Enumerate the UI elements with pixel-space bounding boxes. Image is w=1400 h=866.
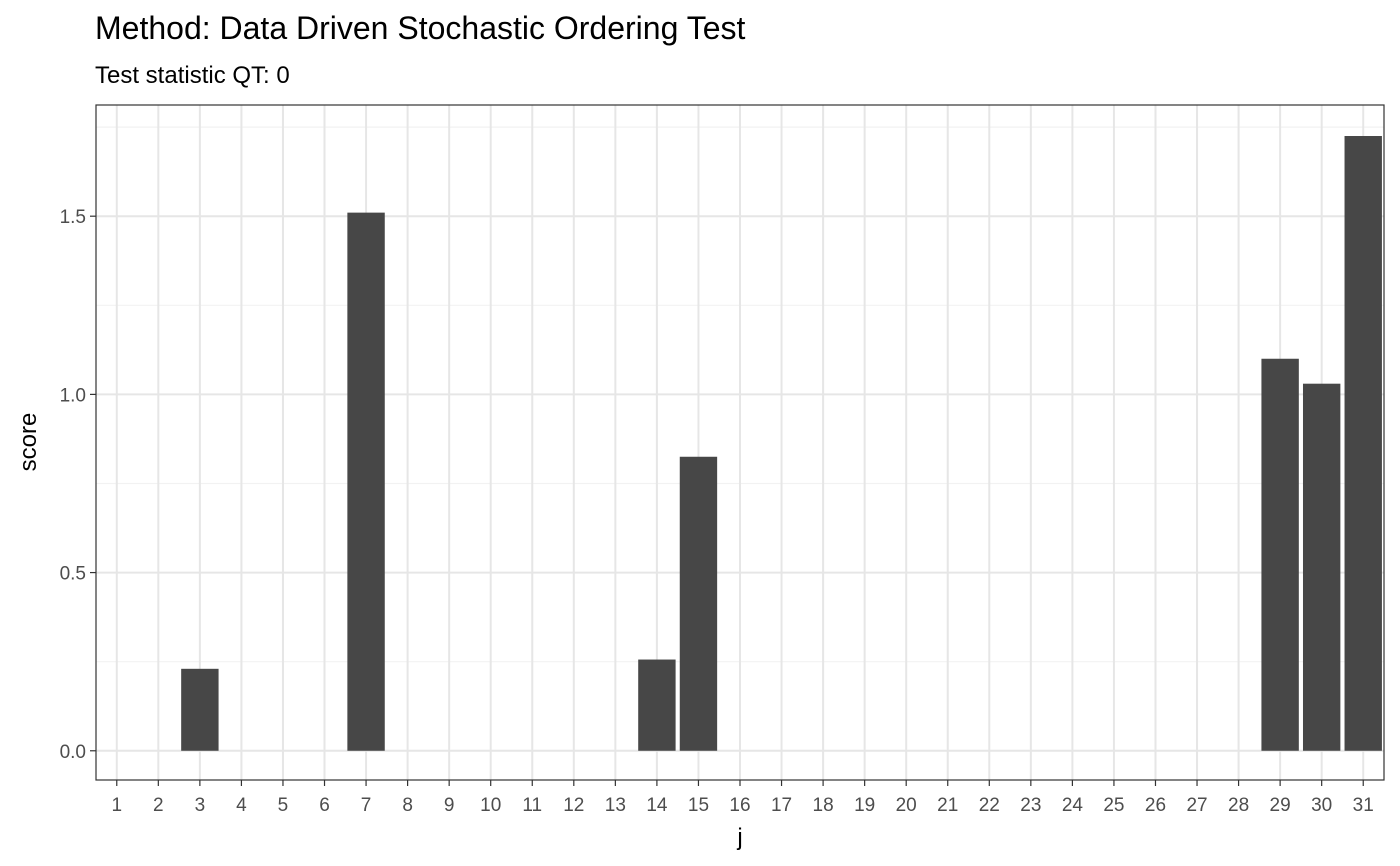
x-tick-label: 12: [563, 795, 584, 816]
x-tick-label: 2: [153, 795, 164, 816]
x-tick-label: 31: [1353, 795, 1374, 816]
x-tick-label: 10: [480, 795, 501, 816]
bar-15: [679, 456, 718, 751]
x-tick-label: 11: [522, 795, 542, 816]
x-tick-label: 14: [646, 795, 668, 816]
x-tick-label: 18: [813, 795, 834, 816]
x-tick-label: 27: [1186, 795, 1207, 816]
chart-title: Method: Data Driven Stochastic Ordering …: [95, 10, 745, 46]
x-tick-label: 30: [1311, 795, 1332, 816]
x-tick-label: 13: [605, 795, 626, 816]
x-tick-label: 15: [688, 795, 709, 816]
bar-14: [638, 659, 676, 751]
y-tick-label: 1.0: [60, 385, 86, 406]
x-tick-label: 19: [854, 795, 875, 816]
x-tick-label: 16: [729, 795, 750, 816]
bar-30: [1302, 383, 1341, 751]
y-tick-label: 0.5: [60, 564, 86, 585]
bars: [181, 136, 1382, 751]
x-tick-label: 5: [278, 795, 289, 816]
x-tick-label: 24: [1062, 795, 1084, 816]
bar-29: [1261, 358, 1299, 751]
x-tick-label: 9: [444, 795, 455, 816]
x-tick-label: 23: [1020, 795, 1041, 816]
x-tick-label: 20: [896, 795, 917, 816]
x-tick-label: 22: [979, 795, 1000, 816]
x-tick-label: 17: [771, 795, 792, 816]
y-tick-label: 1.5: [60, 207, 86, 228]
x-axis-title: j: [736, 824, 742, 851]
x-tick-label: 8: [402, 795, 413, 816]
bar-7: [347, 212, 385, 751]
y-axis-title: score: [15, 413, 42, 472]
x-tick-label: 6: [319, 795, 330, 816]
bar-3: [181, 668, 219, 751]
x-tick-label: 3: [195, 795, 206, 816]
bar-31: [1344, 136, 1382, 751]
x-tick-label: 21: [937, 795, 958, 816]
axis-ticks: 0.00.51.01.51 2 3 4 5 6 7 8 9 10 11 12 13 14 15 16 17 18 1…: [60, 207, 1374, 816]
x-tick-label: 25: [1103, 795, 1124, 816]
y-tick-label: 0.0: [60, 742, 86, 763]
x-tick-label: 1: [111, 795, 122, 816]
x-tick-label: 4: [236, 795, 247, 816]
chart-subtitle: Test statistic QT: 0: [95, 62, 290, 89]
grid-lines: [96, 105, 1384, 780]
x-tick-label: 28: [1228, 795, 1249, 816]
x-tick-label: 29: [1270, 795, 1291, 816]
x-tick-label: 7: [361, 795, 372, 816]
x-tick-label: 26: [1145, 795, 1166, 816]
